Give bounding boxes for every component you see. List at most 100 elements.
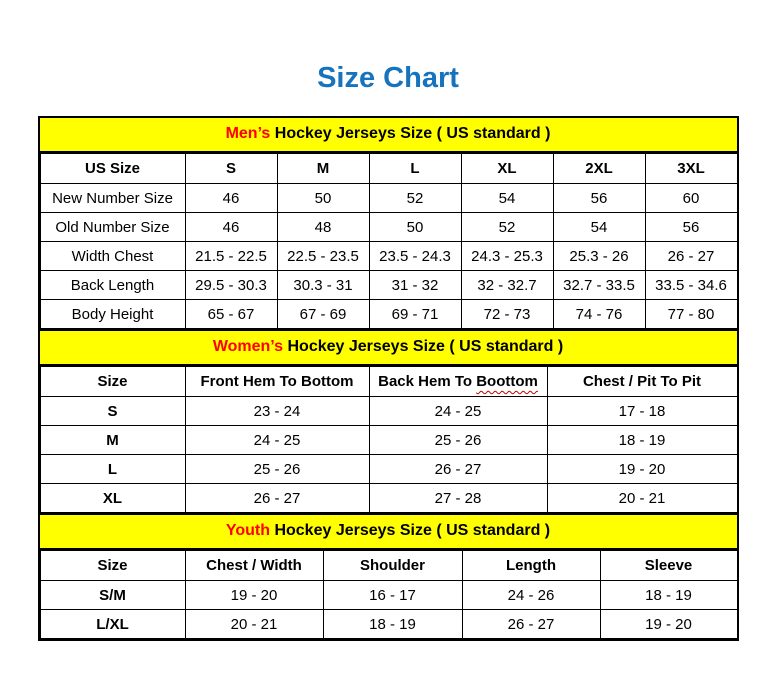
size-chart: Men’s Hockey Jerseys Size ( US standard …: [37, 116, 739, 641]
cell-value: 30.3 - 31: [276, 270, 370, 300]
cell-value: 20 - 21: [184, 609, 324, 639]
youth-table: Size Chest / Width Shoulder Length Sleeve S/M…: [39, 550, 738, 639]
column-header: 3XL: [644, 153, 738, 184]
row-label: Old Number Size: [39, 212, 186, 242]
column-header: Length: [461, 550, 601, 581]
column-header: M: [276, 153, 370, 184]
cell-value: 56: [552, 183, 646, 213]
youth-band-title: Youth Hockey Jerseys Size ( US standard …: [39, 513, 737, 550]
section-youth: Youth Hockey Jerseys Size ( US standard …: [39, 513, 738, 639]
cell-value: 18 - 19: [599, 580, 738, 610]
women-band-highlight: Women’s: [212, 338, 284, 355]
page-title: Size Chart: [317, 62, 459, 94]
cell-value: 24.3 - 25.3: [460, 241, 554, 271]
table-row: L/XL 20 - 21 18 - 19 26 - 27 19 - 20: [39, 609, 738, 639]
cell-value: 60: [644, 183, 738, 213]
cell-value: 24 - 26: [461, 580, 601, 610]
cell-value: 26 - 27: [644, 241, 738, 271]
table-row: S/M 19 - 20 16 - 17 24 - 26 18 - 19: [39, 580, 738, 610]
women-table: Size Front Hem To Bottom Back Hem To Boott…: [39, 366, 738, 513]
cell-value: 31 - 32: [368, 270, 462, 300]
cell-value: 23 - 24: [184, 396, 370, 426]
men-band-highlight: Men’s: [225, 125, 271, 142]
column-header: L: [368, 153, 462, 184]
row-label: XL: [39, 483, 186, 513]
cell-value: 20 - 21: [546, 483, 738, 513]
women-header-row: Size Front Hem To Bottom Back Hem To Boott…: [39, 366, 738, 397]
cell-value: 52: [460, 212, 554, 242]
cell-value: 19 - 20: [599, 609, 738, 639]
section-women: Women’s Hockey Jerseys Size ( US standar…: [39, 329, 738, 513]
cell-value: 19 - 20: [184, 580, 324, 610]
cell-value: 27 - 28: [368, 483, 548, 513]
cell-value: 52: [368, 183, 462, 213]
cell-value: 56: [644, 212, 738, 242]
column-header: Shoulder: [322, 550, 463, 581]
cell-value: 32 - 32.7: [460, 270, 554, 300]
cell-value: 72 - 73: [460, 299, 554, 329]
column-header: Sleeve: [599, 550, 738, 581]
youth-band-highlight: Youth: [225, 522, 270, 539]
column-header: Size: [39, 550, 186, 581]
cell-value: 46: [184, 212, 278, 242]
column-header: 2XL: [552, 153, 646, 184]
section-men: Men’s Hockey Jerseys Size ( US standard …: [39, 118, 738, 329]
cell-value: 23.5 - 24.3: [368, 241, 462, 271]
youth-header-row: Size Chest / Width Shoulder Length Sleeve: [39, 550, 738, 581]
women-band-title: Women’s Hockey Jerseys Size ( US standar…: [39, 329, 737, 366]
column-header: Front Hem To Bottom: [184, 366, 370, 397]
cell-value: 26 - 27: [368, 454, 548, 484]
column-header: XL: [460, 153, 554, 184]
cell-value: 74 - 76: [552, 299, 646, 329]
cell-value: 18 - 19: [546, 425, 738, 455]
youth-band-rest: Hockey Jerseys Size ( US standard ): [270, 522, 551, 539]
row-label: S: [39, 396, 186, 426]
cell-value: 26 - 27: [461, 609, 601, 639]
men-band-title: Men’s Hockey Jerseys Size ( US standard …: [39, 118, 737, 153]
row-label: Width Chest: [39, 241, 186, 271]
men-band-rest: Hockey Jerseys Size ( US standard ): [270, 125, 551, 142]
table-row: Body Height 65 - 67 67 - 69 69 - 71 72 - 73 7…: [39, 299, 738, 329]
men-header-row: US Size S M L XL 2XL 3XL: [39, 153, 738, 184]
cell-value: 48: [276, 212, 370, 242]
cell-value: 24 - 25: [184, 425, 370, 455]
column-header: S: [184, 153, 278, 184]
cell-value: 67 - 69: [276, 299, 370, 329]
cell-value: 21.5 - 22.5: [184, 241, 278, 271]
cell-value: 32.7 - 33.5: [552, 270, 646, 300]
table-row: Old Number Size 46 48 50 52 54 56: [39, 212, 738, 242]
cell-value: 25 - 26: [184, 454, 370, 484]
table-row: Width Chest 21.5 - 22.5 22.5 - 23.5 23.5 - …: [39, 241, 738, 271]
cell-value: 69 - 71: [368, 299, 462, 329]
column-header: Back Hem To Boottom: [368, 366, 548, 397]
cell-value: 26 - 27: [184, 483, 370, 513]
column-header: US Size: [39, 153, 186, 184]
row-label: Back Length: [39, 270, 186, 300]
row-label: L/XL: [39, 609, 186, 639]
column-header: Size: [39, 366, 186, 397]
row-label: S/M: [39, 580, 186, 610]
column-header: Chest / Width: [184, 550, 324, 581]
cell-value: 17 - 18: [546, 396, 738, 426]
cell-value: 33.5 - 34.6: [644, 270, 738, 300]
table-row: L 25 - 26 26 - 27 19 - 20: [39, 454, 738, 484]
table-row: M 24 - 25 25 - 26 18 - 19: [39, 425, 738, 455]
table-row: XL 26 - 27 27 - 28 20 - 21: [39, 483, 738, 513]
cell-value: 46: [184, 183, 278, 213]
women-band-rest: Hockey Jerseys Size ( US standard ): [283, 338, 564, 355]
cell-value: 19 - 20: [546, 454, 738, 484]
cell-value: 50: [276, 183, 370, 213]
row-label: Body Height: [39, 299, 186, 329]
cell-value: 25.3 - 26: [552, 241, 646, 271]
cell-value: 24 - 25: [368, 396, 548, 426]
row-label: L: [39, 454, 186, 484]
cell-value: 77 - 80: [644, 299, 738, 329]
table-row: New Number Size 46 50 52 54 56 60: [39, 183, 738, 213]
cell-value: 54: [460, 183, 554, 213]
column-header: Chest / Pit To Pit: [546, 366, 738, 397]
row-label: M: [39, 425, 186, 455]
cell-value: 50: [368, 212, 462, 242]
cell-value: 54: [552, 212, 646, 242]
table-row: S 23 - 24 24 - 25 17 - 18: [39, 396, 738, 426]
table-row: Back Length 29.5 - 30.3 30.3 - 31 31 - 32 32…: [39, 270, 738, 300]
